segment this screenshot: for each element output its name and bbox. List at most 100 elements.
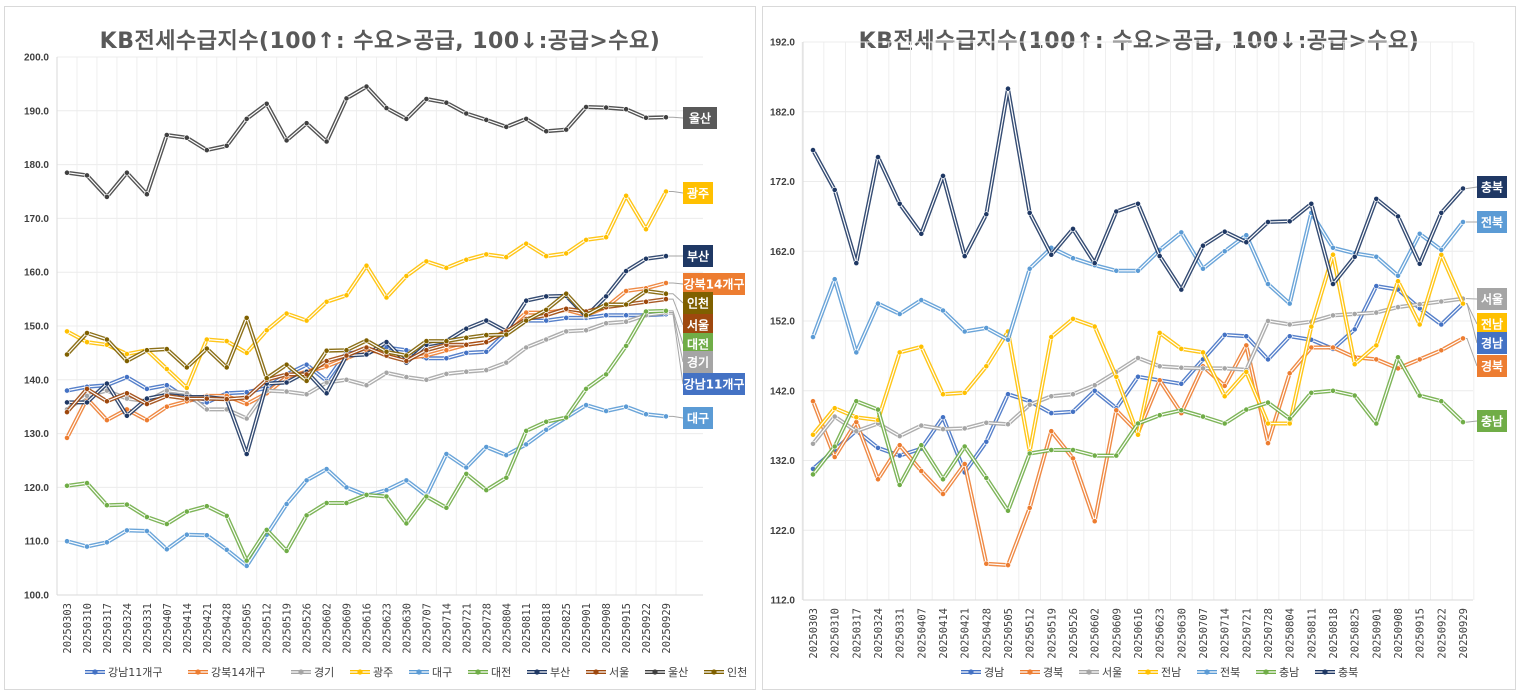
y-tick-label: 172.0 xyxy=(770,177,795,188)
data-point xyxy=(443,99,450,106)
data-point xyxy=(940,476,946,483)
data-point xyxy=(1351,326,1358,333)
data-point xyxy=(1373,309,1380,316)
leader-line xyxy=(1466,337,1478,367)
data-point xyxy=(1416,392,1423,399)
leader-line xyxy=(669,312,684,363)
end-label-box xyxy=(683,407,713,429)
end-label-box xyxy=(683,273,745,295)
data-point xyxy=(603,104,609,111)
data-point xyxy=(263,375,270,382)
data-point xyxy=(983,325,990,331)
data-point xyxy=(1156,377,1163,384)
data-point xyxy=(875,300,881,307)
x-tick-label: 20250929 xyxy=(661,603,673,654)
y-tick-label: 180.0 xyxy=(24,160,49,171)
legend-label: 부산 xyxy=(550,666,570,679)
data-point xyxy=(643,114,649,121)
series-울산 xyxy=(64,83,669,200)
x-tick-label: 20250721 xyxy=(461,603,473,654)
x-tick-label: 20250630 xyxy=(1176,608,1188,659)
data-point xyxy=(663,307,669,314)
data-point xyxy=(84,385,90,392)
data-point xyxy=(143,417,150,423)
data-point xyxy=(1200,413,1206,420)
data-point xyxy=(163,366,170,372)
data-point xyxy=(483,339,490,345)
data-point xyxy=(1460,300,1466,307)
data-point xyxy=(1156,329,1163,336)
x-tick-label: 20250310 xyxy=(830,608,842,659)
data-point xyxy=(203,395,210,402)
data-point xyxy=(503,254,510,260)
data-point xyxy=(343,347,350,354)
data-point xyxy=(343,292,350,299)
legend-item: 서울 xyxy=(586,666,629,679)
data-point xyxy=(663,114,669,121)
data-point xyxy=(1416,260,1423,267)
series-대전 xyxy=(64,307,669,564)
data-point xyxy=(603,301,609,308)
end-label-box xyxy=(683,107,717,129)
leader-line xyxy=(669,116,684,119)
data-point xyxy=(583,385,589,392)
x-tick-label: 20250331 xyxy=(895,608,907,659)
x-tick-label: 20250728 xyxy=(1263,608,1275,659)
data-point xyxy=(1221,248,1228,255)
legend-item: 인천 xyxy=(704,665,747,679)
data-point xyxy=(961,425,968,432)
series-서울 xyxy=(64,296,669,415)
data-point xyxy=(84,543,90,550)
x-tick-label: 20250825 xyxy=(1350,608,1362,659)
legend-marker-icon xyxy=(534,669,540,675)
data-point xyxy=(124,169,130,176)
end-label-text: 경기 xyxy=(687,355,709,370)
data-point xyxy=(1048,410,1055,416)
data-point xyxy=(543,317,550,324)
end-label-box xyxy=(1477,211,1507,233)
data-point xyxy=(1373,283,1380,289)
data-point xyxy=(1373,195,1380,202)
data-point xyxy=(1243,239,1250,246)
data-point xyxy=(896,200,903,207)
data-point xyxy=(1135,355,1141,361)
data-point xyxy=(523,427,530,434)
end-label-box xyxy=(1477,410,1507,432)
data-point xyxy=(810,147,816,153)
data-point xyxy=(283,388,290,395)
data-point xyxy=(1200,349,1206,356)
data-point xyxy=(663,253,669,259)
data-point xyxy=(896,481,903,488)
data-point xyxy=(1221,420,1228,427)
data-point xyxy=(543,336,550,343)
x-tick-label: 20250616 xyxy=(362,603,374,654)
legend-marker-icon xyxy=(1322,669,1328,675)
legend-label: 경기 xyxy=(314,666,334,679)
data-point xyxy=(1265,399,1271,406)
data-point xyxy=(243,451,250,457)
data-point xyxy=(423,347,430,354)
data-point xyxy=(403,352,410,359)
data-point xyxy=(583,402,589,408)
legend-item: 충남 xyxy=(1256,666,1299,679)
data-point xyxy=(64,409,70,415)
data-point xyxy=(124,351,130,357)
data-point xyxy=(1221,393,1228,400)
series-전남 xyxy=(810,251,1466,455)
data-point xyxy=(1373,342,1380,349)
end-label-box xyxy=(683,314,713,336)
y-tick-label: 190.0 xyxy=(24,106,49,117)
data-point xyxy=(961,328,968,335)
data-point xyxy=(463,368,470,375)
data-point xyxy=(423,352,430,359)
data-point xyxy=(1351,311,1358,317)
data-point xyxy=(1200,365,1206,372)
data-point xyxy=(810,471,816,478)
data-point xyxy=(1200,242,1206,249)
data-point xyxy=(104,380,110,387)
x-tick-label: 20250811 xyxy=(1306,608,1318,659)
data-point xyxy=(104,336,110,343)
data-point xyxy=(831,443,838,450)
data-point xyxy=(283,137,290,144)
data-point xyxy=(84,339,90,345)
